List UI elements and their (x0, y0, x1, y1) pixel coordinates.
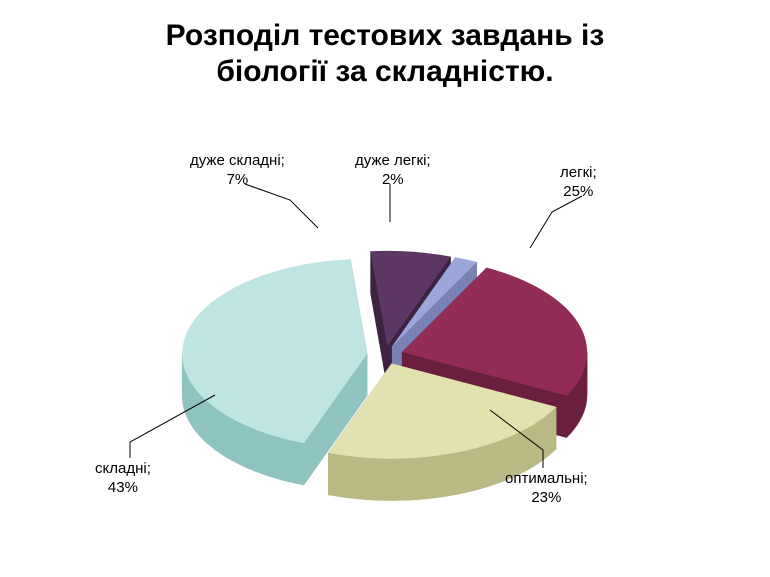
slice-label-name: дуже легкі; (355, 152, 431, 169)
leader-line (245, 184, 318, 228)
slice-label: дуже складні; 7% (190, 152, 285, 190)
title-line-1: Розподіл тестових завдань із (166, 19, 605, 52)
leader-line (530, 196, 582, 248)
title-line-2: біології за складністю. (216, 55, 553, 88)
slice-label: дуже легкі; 2% (355, 152, 431, 190)
slice-label-value: 7% (227, 171, 249, 188)
slice-label-name: складні; (95, 460, 151, 477)
slice-label-name: оптимальні; (505, 470, 588, 487)
slice-label-value: 2% (382, 171, 404, 188)
slice-label-value: 23% (531, 489, 561, 506)
slice-label-name: легкі; (560, 164, 597, 181)
pie-chart: дуже легкі; 2% легкі; 25% оптимальні; 23% скла… (0, 140, 770, 560)
slice-label-value: 25% (563, 183, 593, 200)
slice-label-value: 43% (108, 479, 138, 496)
slice-label-name: дуже складні; (190, 152, 285, 169)
slice-label: оптимальні; 23% (505, 470, 588, 508)
slice-label: легкі; 25% (560, 164, 597, 202)
slice-label: складні; 43% (95, 460, 151, 498)
page-title: Розподіл тестових завдань із біології за… (0, 0, 770, 90)
